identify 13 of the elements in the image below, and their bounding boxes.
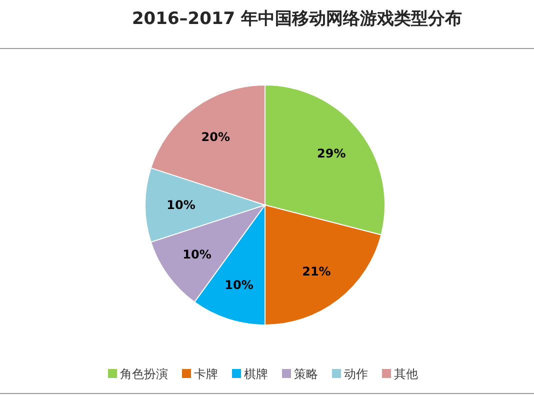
legend-label: 动作 [344,367,368,381]
data-label: 29% [317,146,346,161]
data-label: 20% [201,130,230,144]
chart-title: 2016–2017 年中国移动网络游戏类型分布 [132,9,462,29]
data-label: 10% [166,198,196,212]
legend-label: 棋牌 [244,367,268,381]
legend-label: 角色扮演 [120,367,168,381]
data-label: 21% [302,264,331,278]
legend-label: 卡牌 [194,367,218,381]
data-label: 10% [224,278,254,292]
legend-label: 其他 [394,367,418,381]
legend-label: 策略 [294,367,318,381]
data-label: 10% [182,247,212,262]
